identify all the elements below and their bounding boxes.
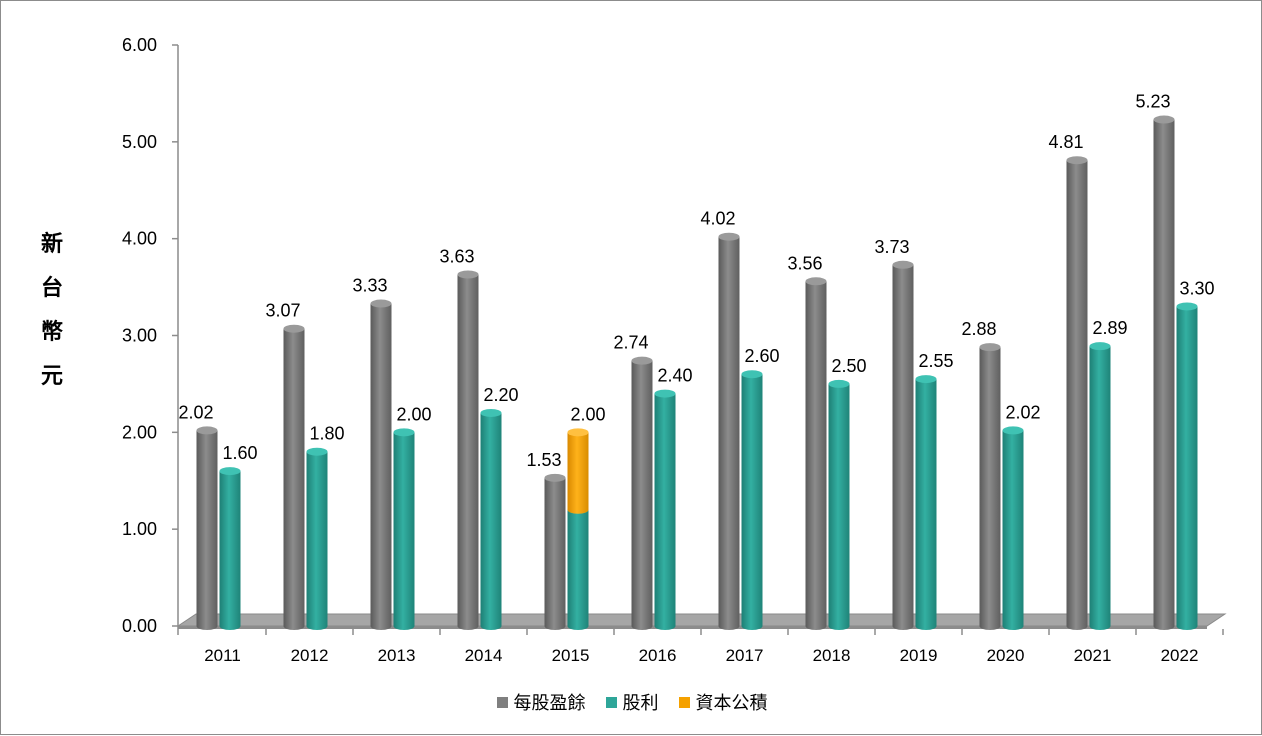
- eps-data-label: 4.02: [700, 209, 735, 229]
- x-tick-label: 2012: [291, 646, 329, 665]
- dividend-data-label: 2.50: [831, 356, 866, 376]
- eps-data-label: 1.53: [526, 450, 561, 470]
- eps-data-label: 4.81: [1048, 132, 1083, 152]
- legend-label: 資本公積: [695, 693, 768, 714]
- dividend-bar: [306, 447, 328, 630]
- x-tick-label: 2014: [465, 646, 503, 665]
- eps-data-label: 3.33: [352, 276, 387, 296]
- eps-bar: [196, 426, 218, 630]
- eps-bar: [892, 260, 914, 630]
- eps-data-label: 2.74: [613, 333, 648, 353]
- dividend-data-label: 2.40: [657, 366, 692, 386]
- capital-reserve-bar: [567, 428, 589, 514]
- dividend-bar: [480, 408, 502, 630]
- eps-bar: [370, 299, 392, 630]
- legend-label: 每股盈餘: [513, 693, 586, 714]
- eps-data-label: 3.56: [787, 253, 822, 273]
- dividend-bar: [915, 375, 937, 630]
- x-tick-label: 2022: [1161, 646, 1199, 665]
- x-tick-label: 2021: [1074, 646, 1112, 665]
- x-tick-label: 2020: [987, 646, 1025, 665]
- eps-data-label: 2.02: [178, 402, 213, 422]
- eps-bar: [457, 270, 479, 630]
- eps-bar: [1153, 115, 1175, 630]
- legend-item: 每股盈餘: [496, 689, 586, 715]
- eps-bar: [283, 324, 305, 630]
- legend-item: 資本公積: [678, 689, 768, 715]
- y-tick-label: 5.00: [122, 132, 157, 152]
- legend-item: 股利: [605, 689, 659, 715]
- dividend-bar: [393, 428, 415, 630]
- eps-bar: [805, 277, 827, 630]
- x-tick-label: 2016: [639, 646, 677, 665]
- dividend-data-label: 2.00: [396, 404, 431, 424]
- legend-swatch: [678, 696, 690, 708]
- eps-bar: [1066, 156, 1088, 630]
- x-tick-label: 2019: [900, 646, 938, 665]
- chart-floor-edge: [178, 626, 1207, 629]
- dividend-data-label: 2.55: [918, 351, 953, 371]
- y-tick-label: 2.00: [122, 422, 157, 442]
- eps-data-label: 2.88: [961, 319, 996, 339]
- dividend-data-label: 1.60: [222, 443, 257, 463]
- legend-label: 股利: [622, 693, 659, 714]
- y-tick-label: 1.00: [122, 519, 157, 539]
- eps-bar: [979, 343, 1001, 630]
- y-tick-label: 6.00: [122, 35, 157, 55]
- eps-data-label: 3.07: [265, 301, 300, 321]
- x-tick-label: 2017: [726, 646, 764, 665]
- x-tick-label: 2015: [552, 646, 590, 665]
- dividend-bar: [219, 467, 241, 630]
- y-axis-label: 新台幣元: [40, 232, 63, 389]
- dividend-bar: [741, 370, 763, 630]
- x-tick-label: 2018: [813, 646, 851, 665]
- dividend-bar: [828, 379, 850, 630]
- dividend-data-label: 2.89: [1092, 318, 1127, 338]
- eps-bar: [544, 473, 566, 630]
- dividend-data-label: 1.80: [309, 424, 344, 444]
- eps-data-label: 3.73: [874, 237, 909, 257]
- y-tick-label: 3.00: [122, 326, 157, 346]
- x-tick-label: 2011: [204, 646, 241, 665]
- dividend-data-label: 2.60: [744, 346, 779, 366]
- legend-swatch: [496, 696, 508, 708]
- dividend-bar: [1089, 342, 1111, 630]
- dividend-data-label: 3.30: [1179, 278, 1214, 298]
- dividend-data-label: 2.00: [570, 404, 605, 424]
- x-tick-label: 2013: [378, 646, 416, 665]
- y-tick-label: 0.00: [122, 616, 157, 636]
- dividend-bar: [1176, 302, 1198, 630]
- dividend-data-label: 2.20: [483, 385, 518, 405]
- dividend-bar: [654, 389, 676, 630]
- eps-bar: [718, 232, 740, 630]
- dividend-data-label: 2.02: [1005, 402, 1040, 422]
- eps-data-label: 3.63: [439, 246, 474, 266]
- eps-bar: [631, 356, 653, 630]
- y-tick-label: 4.00: [122, 229, 157, 249]
- eps-data-label: 5.23: [1135, 92, 1170, 112]
- legend-swatch: [605, 696, 617, 708]
- dividend-bar: [1002, 426, 1024, 630]
- dividend-bar: [567, 505, 589, 630]
- legend: 每股盈餘 股利 資本公積: [1, 689, 1262, 715]
